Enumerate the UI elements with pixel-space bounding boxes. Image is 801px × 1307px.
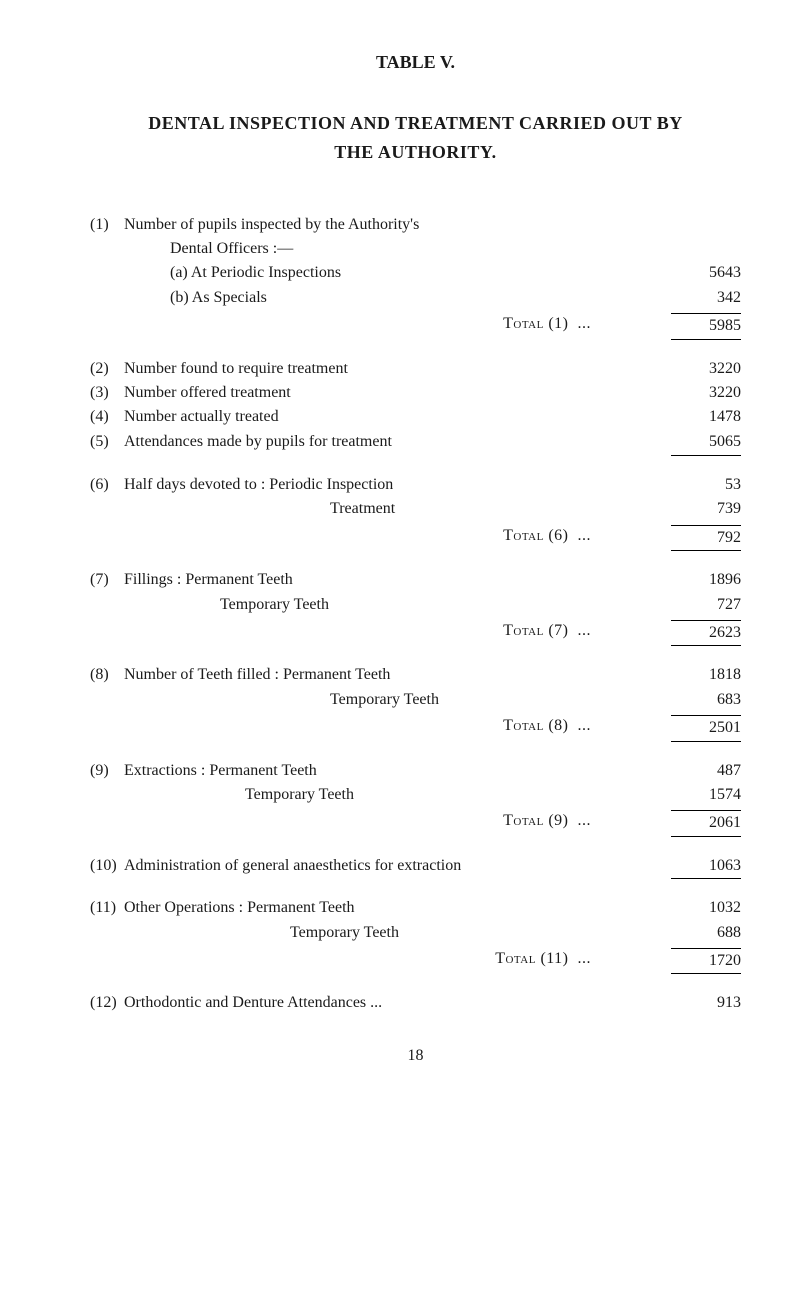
item-number: (10) <box>90 855 124 877</box>
item-5-value: 5065 <box>671 431 741 456</box>
total-11-label: Total (11) ... <box>90 948 671 974</box>
section-9: (9) Extractions : Permanent Teeth 487 Te… <box>90 760 741 837</box>
item-number: (5) <box>90 431 124 453</box>
item-8-value1: 1818 <box>671 664 741 686</box>
item-1b-label: (b) As Specials <box>170 287 671 309</box>
section-12: (12) Orthodontic and Denture Attendances… <box>90 992 741 1014</box>
item-number: (3) <box>90 382 124 404</box>
item-6-label2: Treatment <box>330 498 671 520</box>
item-1b-value: 342 <box>671 287 741 309</box>
item-8-value2: 683 <box>671 689 741 711</box>
sub-title: THE AUTHORITY. <box>90 140 741 165</box>
item-6-label1: Half days devoted to : Periodic Inspecti… <box>124 474 671 496</box>
item-11-label1: Other Operations : Permanent Teeth <box>124 897 671 919</box>
total-1-value: 5985 <box>671 313 741 339</box>
item-11-value1: 1032 <box>671 897 741 919</box>
item-9-label1: Extractions : Permanent Teeth <box>124 760 671 782</box>
item-4-label: Number actually treated <box>124 406 671 428</box>
item-2-label: Number found to require treatment <box>124 358 671 380</box>
item-12-label: Orthodontic and Denture Attendances ... <box>124 992 671 1014</box>
page-number: 18 <box>90 1045 741 1067</box>
item-number: (11) <box>90 897 124 919</box>
item-heading-line2: Dental Officers :— <box>170 238 671 260</box>
item-4-value: 1478 <box>671 406 741 428</box>
item-number: (9) <box>90 760 124 782</box>
section-6: (6) Half days devoted to : Periodic Insp… <box>90 474 741 551</box>
main-title: DENTAL INSPECTION AND TREATMENT CARRIED … <box>90 111 741 136</box>
total-11-value: 1720 <box>671 948 741 974</box>
table-title: TABLE V. <box>90 50 741 75</box>
item-10-value: 1063 <box>671 855 741 879</box>
total-8-label: Total (8) ... <box>90 715 671 741</box>
item-9-value1: 487 <box>671 760 741 782</box>
item-8-label1: Number of Teeth filled : Permanent Teeth <box>124 664 671 686</box>
item-number: (8) <box>90 664 124 686</box>
total-7-value: 2623 <box>671 620 741 646</box>
item-10-label: Administration of general anaesthetics f… <box>124 855 671 877</box>
item-number: (7) <box>90 569 124 591</box>
total-7-label: Total (7) ... <box>90 620 671 646</box>
item-7-label2: Temporary Teeth <box>220 594 671 616</box>
item-3-label: Number offered treatment <box>124 382 671 404</box>
section-8: (8) Number of Teeth filled : Permanent T… <box>90 664 741 741</box>
item-number: (12) <box>90 992 124 1014</box>
item-11-label2: Temporary Teeth <box>290 922 671 944</box>
item-number: (2) <box>90 358 124 380</box>
total-1-label: Total (1) ... <box>90 313 671 339</box>
section-7: (7) Fillings : Permanent Teeth 1896 Temp… <box>90 569 741 646</box>
item-1a-value: 5643 <box>671 262 741 284</box>
item-2-value: 3220 <box>671 358 741 380</box>
total-9-label: Total (9) ... <box>90 810 671 836</box>
item-3-value: 3220 <box>671 382 741 404</box>
item-9-value2: 1574 <box>671 784 741 806</box>
total-8-value: 2501 <box>671 715 741 741</box>
item-7-label1: Fillings : Permanent Teeth <box>124 569 671 591</box>
item-1a-label: (a) At Periodic Inspections <box>170 262 671 284</box>
total-6-label: Total (6) ... <box>90 525 671 551</box>
item-11-value2: 688 <box>671 922 741 944</box>
item-8-label2: Temporary Teeth <box>330 689 671 711</box>
section-11: (11) Other Operations : Permanent Teeth … <box>90 897 741 974</box>
item-6-value1: 53 <box>671 474 741 496</box>
item-number: (1) <box>90 214 124 236</box>
item-12-value: 913 <box>671 992 741 1014</box>
item-6-value2: 739 <box>671 498 741 520</box>
section-2-5: (2) Number found to require treatment 32… <box>90 358 741 457</box>
item-7-value1: 1896 <box>671 569 741 591</box>
section-10: (10) Administration of general anaesthet… <box>90 855 741 879</box>
item-number: (4) <box>90 406 124 428</box>
item-9-label2: Temporary Teeth <box>245 784 671 806</box>
item-7-value2: 727 <box>671 594 741 616</box>
section-1: (1) Number of pupils inspected by the Au… <box>90 214 741 340</box>
total-9-value: 2061 <box>671 810 741 836</box>
item-heading: Number of pupils inspected by the Author… <box>124 214 671 236</box>
total-6-value: 792 <box>671 525 741 551</box>
item-number: (6) <box>90 474 124 496</box>
item-5-label: Attendances made by pupils for treatment <box>124 431 671 453</box>
